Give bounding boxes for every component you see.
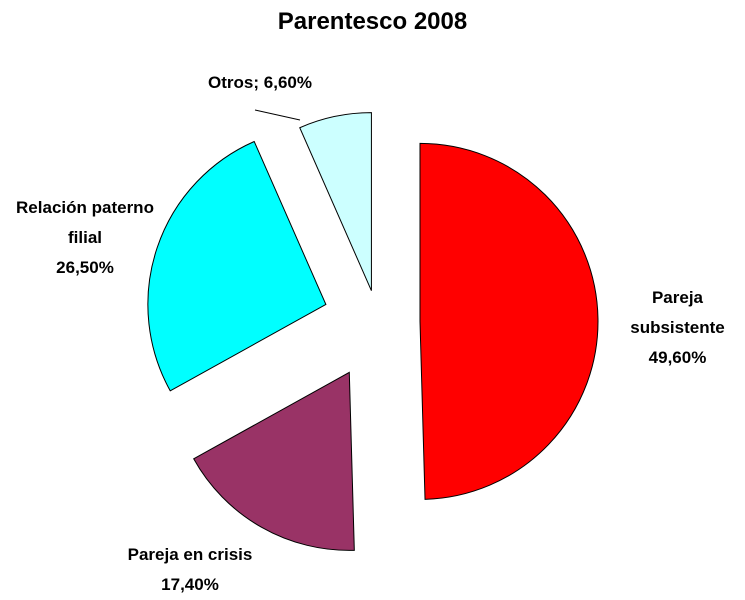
value-label: 49,60%: [648, 348, 707, 367]
value-label: 17,40%: [161, 575, 219, 594]
value-label: 26,50%: [56, 258, 114, 277]
category-label: Pareja en crisis: [127, 545, 253, 564]
leader-line: [254, 109, 301, 121]
pie-slice: [299, 112, 372, 291]
value-label: 6,60%: [263, 73, 312, 92]
pie-slice: [192, 371, 355, 551]
data-label: Pareja subsistente 49,60%: [615, 283, 740, 373]
data-label: Relación paterno filial 26,50%: [10, 193, 160, 283]
pie-slice: [419, 142, 599, 500]
chart-title: Parentesco 2008: [277, 8, 468, 35]
data-label: Otros; 6,60%: [170, 68, 350, 98]
category-label: Otros;: [208, 73, 260, 92]
category-label: Pareja subsistente: [630, 288, 725, 337]
data-label: Pareja en crisis 17,40%: [110, 540, 270, 600]
category-label: Relación paterno filial: [16, 198, 154, 247]
pie-slice: [147, 140, 327, 392]
